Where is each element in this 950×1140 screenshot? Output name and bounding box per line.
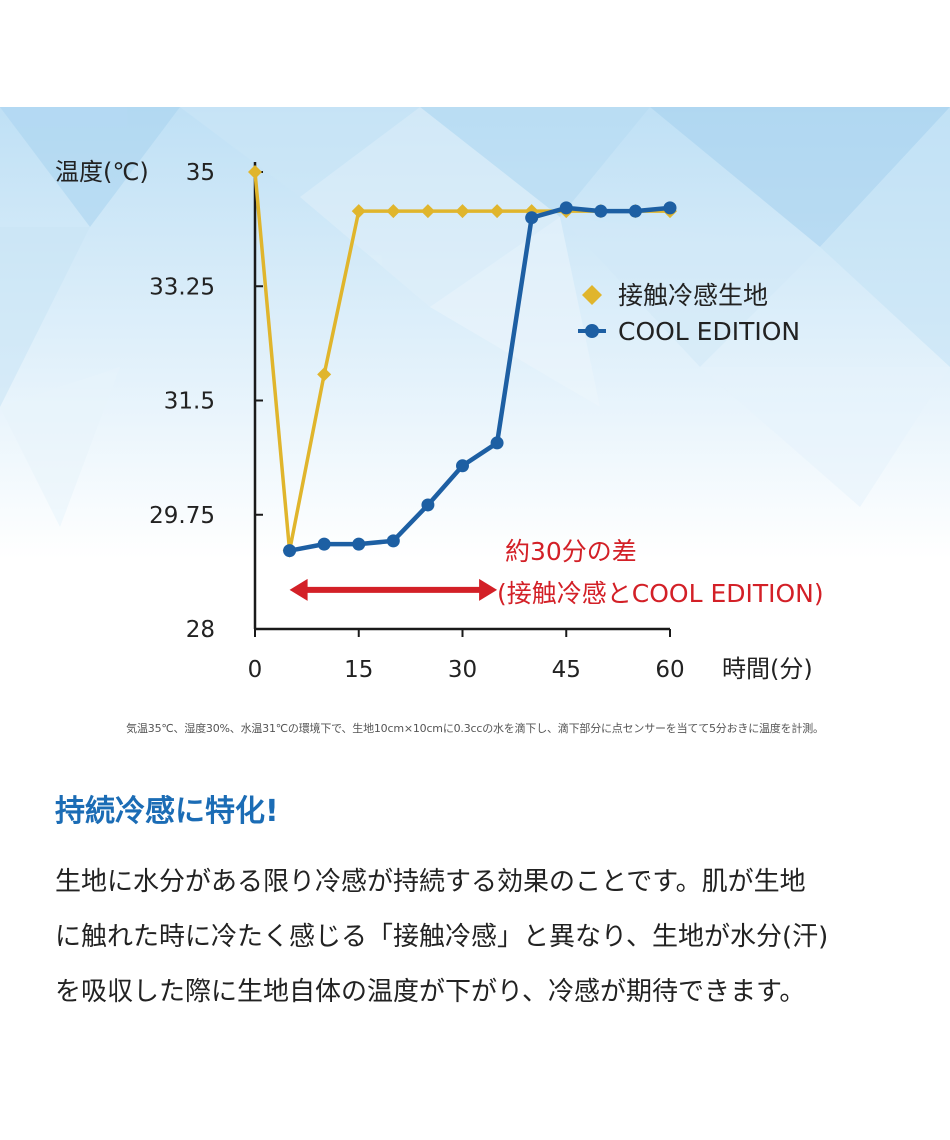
series-2-point bbox=[594, 204, 608, 218]
series-2-point bbox=[559, 201, 573, 215]
series-1-point bbox=[248, 165, 262, 179]
series-2-point bbox=[421, 498, 435, 512]
annotation-line-2: (接触冷感とCOOL EDITION) bbox=[497, 579, 824, 608]
arrow-left-head bbox=[289, 578, 308, 601]
arrow-right-head bbox=[479, 578, 498, 601]
y-axis-title: 温度(℃) bbox=[55, 158, 149, 186]
description-line-1: 生地に水分がある限り冷感が持続する効果のことです。肌が生地 bbox=[55, 867, 806, 897]
series-2-point bbox=[456, 459, 469, 473]
difference-annotation: 約30分の差 (接触冷感とCOOL EDITION) bbox=[289, 537, 824, 608]
legend-marker-circle bbox=[585, 324, 599, 338]
description-line-2: に触れた時に冷たく感じる「接触冷感」と異なり、生地が水分(汗) bbox=[55, 922, 829, 952]
series-1-point bbox=[351, 204, 366, 219]
series-layer bbox=[248, 165, 677, 558]
x-tick-label: 15 bbox=[344, 657, 373, 683]
y-tick-label: 31.5 bbox=[164, 389, 215, 415]
description-paragraph: 生地に水分がある限り冷感が持続する効果のことです。肌が生地 に触れた時に冷たく感… bbox=[55, 855, 905, 1020]
series-2-point bbox=[628, 204, 642, 218]
legend-marker-diamond bbox=[582, 285, 602, 305]
description-line-3: を吸収した際に生地自体の温度が下がり、冷感が期待できます。 bbox=[55, 977, 806, 1007]
series-1-point bbox=[420, 204, 435, 219]
x-tick-label: 30 bbox=[448, 657, 477, 683]
series-1-point bbox=[490, 204, 505, 219]
chart-axes: 35 33.25 31.5 29.75 28 温度(℃) 0 15 30 45 60 時間(分) bbox=[55, 158, 813, 683]
legend-label-2: COOL EDITION bbox=[618, 317, 800, 346]
series-2-point bbox=[317, 537, 331, 551]
series-2-point bbox=[283, 544, 297, 558]
series-1-point bbox=[317, 367, 332, 382]
series-1-point bbox=[455, 204, 470, 219]
x-axis-title: 時間(分) bbox=[722, 655, 813, 683]
chart-legend: 接触冷感生地 COOL EDITION bbox=[578, 281, 800, 346]
series-2-point bbox=[490, 436, 504, 450]
series-2-point bbox=[386, 534, 400, 548]
y-tick-label: 29.75 bbox=[149, 503, 215, 529]
annotation-line-1: 約30分の差 bbox=[505, 537, 637, 566]
chart-panel: 35 33.25 31.5 29.75 28 温度(℃) 0 15 30 45 60 時間(分) 接触… bbox=[0, 107, 950, 710]
series-1-point bbox=[386, 204, 401, 219]
x-tick-label: 60 bbox=[655, 657, 684, 683]
series-2-point bbox=[352, 537, 366, 551]
x-tick-label: 45 bbox=[552, 657, 581, 683]
section-heading: 持続冷感に特化! bbox=[55, 794, 279, 829]
y-tick-label: 35 bbox=[186, 160, 215, 186]
y-tick-label: 28 bbox=[186, 617, 215, 643]
measurement-footnote: 気温35℃、湿度30%、水温31℃の環境下で、生地10cm×10cmに0.3cc… bbox=[126, 722, 824, 735]
series-2-point bbox=[525, 211, 539, 225]
temperature-chart: 35 33.25 31.5 29.75 28 温度(℃) 0 15 30 45 60 時間(分) 接触… bbox=[0, 107, 950, 710]
legend-label-1: 接触冷感生地 bbox=[618, 281, 768, 310]
x-tick-label: 0 bbox=[248, 657, 263, 683]
y-tick-label: 33.25 bbox=[149, 274, 215, 300]
series-2-point bbox=[663, 201, 677, 215]
